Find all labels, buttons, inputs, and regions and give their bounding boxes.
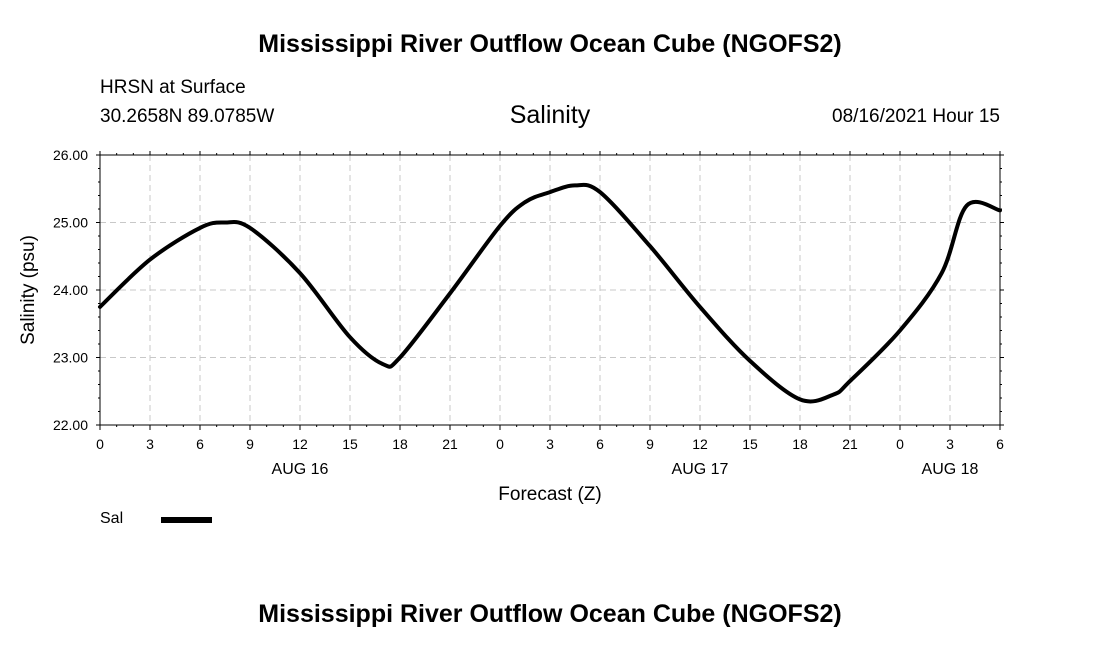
x-tick-label: 0 [96, 436, 104, 452]
x-tick-label: 3 [146, 436, 154, 452]
x-tick-label: 6 [996, 436, 1004, 452]
x-tick-label: 0 [896, 436, 904, 452]
legend-label: Sal [100, 510, 124, 527]
x-tick-label: 9 [246, 436, 254, 452]
variable-title: Salinity [509, 101, 591, 129]
x-tick-label: 21 [442, 436, 458, 452]
y-tick-label: 26.00 [53, 147, 88, 163]
date-label: AUG 18 [922, 461, 979, 478]
legend-swatch [161, 517, 212, 523]
x-tick-label: 6 [596, 436, 604, 452]
station-coordinates: 30.2658N 89.0785W [100, 106, 275, 127]
series-line-sal [98, 182, 1002, 404]
y-axis-title: Salinity (psu) [18, 235, 39, 345]
x-tick-label: 15 [742, 436, 758, 452]
series-layer [98, 182, 1002, 404]
x-tick-label: 18 [792, 436, 808, 452]
x-tick-label: 3 [546, 436, 554, 452]
x-tick-label: 3 [946, 436, 954, 452]
x-tick-label: 9 [646, 436, 654, 452]
axis-labels: 0 3 6 9 12 15 18 21 0 3 6 9 12 15 18 21 0 3 6 AUG 16 AUG 17 A… [53, 147, 1004, 478]
date-label: AUG 16 [272, 461, 329, 478]
x-tick-label: 6 [196, 436, 204, 452]
forecast-timestamp: 08/16/2021 Hour 15 [832, 106, 1000, 127]
footer-title: Mississippi River Outflow Ocean Cube (NG… [258, 600, 842, 628]
chart-title: Mississippi River Outflow Ocean Cube (NG… [258, 30, 842, 58]
y-tick-label: 22.00 [53, 417, 88, 433]
date-label: AUG 17 [672, 461, 729, 478]
x-axis-title: Forecast (Z) [498, 484, 601, 505]
x-tick-label: 15 [342, 436, 358, 452]
y-tick-label: 24.00 [53, 282, 88, 298]
station-label: HRSN at Surface [100, 77, 246, 98]
x-tick-label: 12 [692, 436, 708, 452]
plot-frame [99, 154, 1001, 426]
x-tick-label: 21 [842, 436, 858, 452]
y-tick-label: 23.00 [53, 350, 88, 366]
grid-lines [100, 155, 1000, 425]
x-tick-label: 0 [496, 436, 504, 452]
y-tick-label: 25.00 [53, 215, 88, 231]
x-tick-label: 12 [292, 436, 308, 452]
x-tick-label: 18 [392, 436, 408, 452]
